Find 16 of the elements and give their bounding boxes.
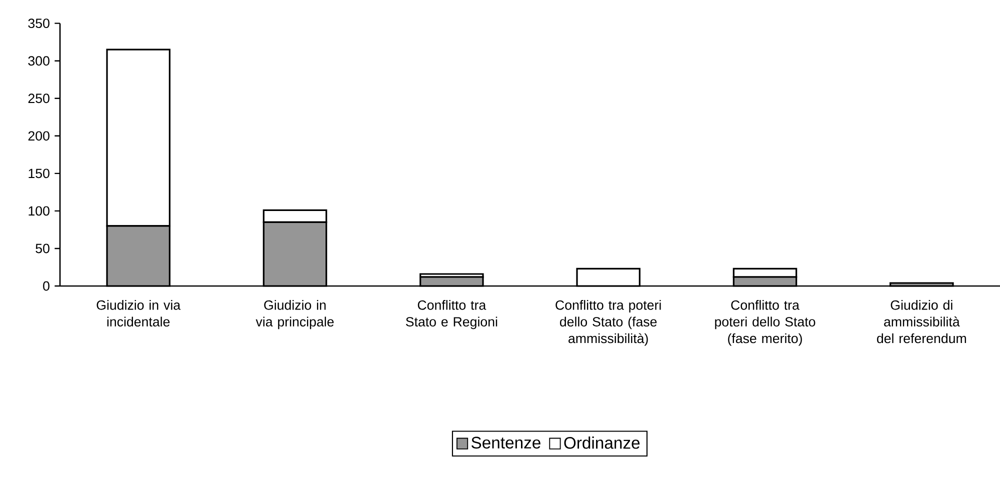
- y-tick-label: 150: [28, 168, 50, 178]
- y-tick-label: 350: [28, 18, 50, 28]
- x-tick-label: Giudizio di ammissibilità del referendum: [877, 300, 966, 344]
- legend-label: Ordinanze: [564, 436, 640, 449]
- y-tick-label: 200: [28, 131, 50, 141]
- y-tick-label: 100: [28, 206, 50, 216]
- x-tick-label: Giudizio in via principale: [256, 300, 334, 330]
- x-tick-label: Giudizio in via incidentale: [96, 300, 181, 326]
- x-tick-label: Conflitto tra poteri dello Stato (fase ammissibilità): [556, 300, 661, 346]
- y-tick-label: 250: [28, 94, 50, 104]
- y-tick-label: 50: [36, 244, 50, 254]
- y-tick-label: 0: [43, 281, 50, 291]
- x-tick-label: Conflitto tra Stato e Regioni: [406, 300, 498, 330]
- y-tick-label: 300: [28, 56, 50, 66]
- legend-label: Sentenze: [471, 436, 540, 449]
- x-tick-label: Conflitto tra poteri dello Stato (fase merito): [715, 300, 816, 346]
